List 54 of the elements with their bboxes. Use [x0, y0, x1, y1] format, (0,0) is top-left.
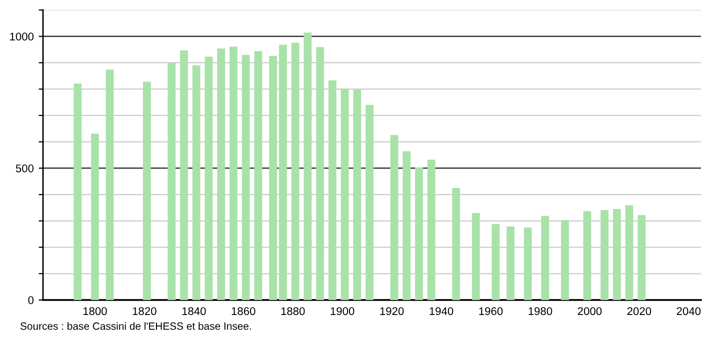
bar — [316, 47, 324, 300]
bar — [492, 224, 500, 300]
bar — [560, 220, 569, 300]
bar — [328, 80, 336, 300]
x-tick-label: 1920 — [380, 307, 404, 316]
bar — [168, 62, 176, 300]
bar — [340, 88, 349, 300]
bar — [541, 216, 550, 300]
x-tick-label: 1840 — [182, 307, 206, 316]
bar — [291, 42, 300, 300]
bar — [524, 228, 532, 300]
bar — [366, 104, 374, 300]
x-tick-label: 1820 — [132, 307, 156, 316]
bar — [192, 65, 200, 300]
x-tick-label: 1800 — [83, 307, 107, 316]
x-tick-label: 1960 — [479, 307, 503, 316]
bar — [427, 160, 436, 300]
bar — [204, 56, 213, 300]
bar — [180, 50, 188, 300]
bar — [583, 211, 592, 300]
x-tick-label: 2040 — [676, 307, 701, 316]
source-note: Sources : base Cassini de l'EHESS et base Insee. — [20, 322, 251, 330]
bar — [638, 215, 646, 300]
x-tick-label: 1980 — [528, 307, 552, 316]
y-tick-label: 1000 — [10, 32, 34, 40]
bar — [278, 44, 287, 300]
y-tick-label: 500 — [16, 164, 34, 172]
bar — [452, 188, 460, 300]
y-tick-label: 0 — [28, 296, 34, 304]
bar — [254, 51, 262, 300]
bar — [304, 32, 312, 300]
bar — [142, 82, 151, 300]
x-tick-label: 1900 — [330, 307, 354, 316]
bar — [106, 70, 114, 300]
bar — [242, 54, 250, 300]
bar — [625, 205, 634, 300]
bar — [472, 213, 480, 300]
bar — [353, 90, 362, 300]
x-tick-label: 1940 — [430, 307, 454, 316]
bar — [402, 151, 411, 300]
bar — [230, 46, 238, 300]
bar — [600, 210, 608, 300]
bar — [390, 134, 398, 300]
bar — [269, 56, 278, 300]
x-tick-label: 1880 — [281, 307, 305, 316]
bar — [74, 84, 82, 300]
bar — [217, 48, 226, 300]
bar — [90, 134, 99, 300]
x-tick-label: 2000 — [578, 307, 602, 316]
bar — [612, 209, 621, 300]
x-tick-label: 1860 — [232, 307, 256, 316]
bar — [506, 226, 514, 300]
x-tick-label: 2020 — [627, 307, 652, 316]
bar — [415, 167, 423, 300]
